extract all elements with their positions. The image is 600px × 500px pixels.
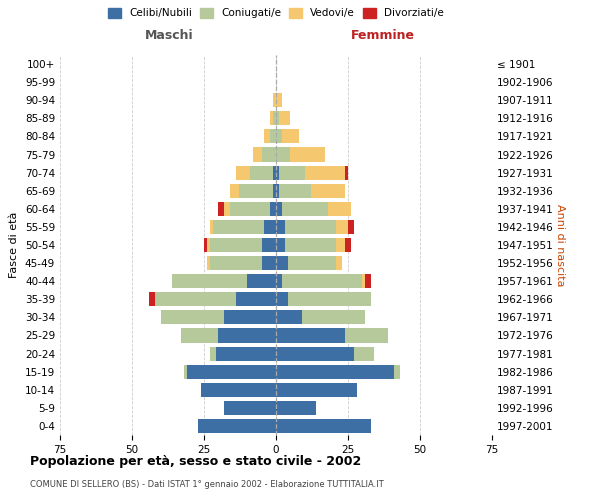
Bar: [345, 328, 388, 342]
Bar: [270, 130, 276, 143]
Bar: [201, 382, 276, 397]
Bar: [279, 184, 311, 198]
Bar: [337, 220, 348, 234]
Bar: [276, 310, 302, 324]
Bar: [345, 166, 348, 179]
Bar: [262, 238, 276, 252]
Bar: [287, 256, 337, 270]
Bar: [328, 202, 351, 216]
Bar: [276, 93, 282, 108]
Bar: [276, 274, 282, 288]
Bar: [337, 238, 345, 252]
Bar: [276, 166, 279, 179]
Bar: [276, 419, 371, 433]
Bar: [282, 202, 328, 216]
Bar: [224, 310, 276, 324]
Bar: [279, 112, 290, 126]
Bar: [224, 202, 230, 216]
Bar: [236, 166, 250, 179]
Bar: [365, 274, 371, 288]
Bar: [273, 166, 276, 179]
Bar: [270, 112, 273, 126]
Text: COMUNE DI SELLERO (BS) - Dati ISTAT 1° gennaio 2002 - Elaborazione TUTTITALIA.IT: COMUNE DI SELLERO (BS) - Dati ISTAT 1° g…: [30, 480, 384, 489]
Bar: [276, 202, 282, 216]
Bar: [215, 346, 276, 360]
Bar: [273, 93, 276, 108]
Bar: [207, 238, 210, 252]
Bar: [210, 346, 215, 360]
Bar: [276, 292, 287, 306]
Bar: [276, 382, 356, 397]
Bar: [276, 328, 345, 342]
Bar: [172, 274, 247, 288]
Bar: [287, 292, 371, 306]
Bar: [253, 148, 262, 162]
Bar: [198, 419, 276, 433]
Bar: [279, 166, 305, 179]
Text: Maschi: Maschi: [145, 30, 194, 43]
Y-axis label: Fasce di età: Fasce di età: [10, 212, 19, 278]
Bar: [276, 112, 279, 126]
Text: Popolazione per età, sesso e stato civile - 2002: Popolazione per età, sesso e stato civil…: [30, 455, 361, 468]
Bar: [284, 238, 337, 252]
Bar: [311, 184, 345, 198]
Bar: [250, 166, 273, 179]
Bar: [262, 148, 276, 162]
Bar: [394, 364, 400, 378]
Bar: [210, 220, 212, 234]
Bar: [212, 220, 265, 234]
Bar: [218, 328, 276, 342]
Bar: [284, 220, 337, 234]
Bar: [187, 364, 276, 378]
Bar: [276, 220, 284, 234]
Bar: [265, 220, 276, 234]
Bar: [236, 292, 276, 306]
Bar: [210, 256, 262, 270]
Bar: [282, 130, 299, 143]
Bar: [354, 346, 374, 360]
Bar: [276, 148, 290, 162]
Bar: [282, 274, 362, 288]
Bar: [276, 346, 354, 360]
Bar: [224, 401, 276, 415]
Bar: [265, 130, 270, 143]
Legend: Celibi/Nubili, Coniugati/e, Vedovi/e, Divorziati/e: Celibi/Nubili, Coniugati/e, Vedovi/e, Di…: [105, 5, 447, 21]
Bar: [207, 256, 210, 270]
Bar: [345, 238, 351, 252]
Bar: [230, 184, 239, 198]
Bar: [230, 202, 270, 216]
Bar: [305, 166, 345, 179]
Bar: [184, 364, 187, 378]
Text: Femmine: Femmine: [350, 30, 415, 43]
Bar: [181, 328, 218, 342]
Bar: [218, 202, 224, 216]
Bar: [337, 256, 342, 270]
Bar: [273, 184, 276, 198]
Bar: [239, 184, 273, 198]
Bar: [276, 130, 282, 143]
Bar: [276, 256, 287, 270]
Bar: [149, 292, 155, 306]
Bar: [155, 292, 236, 306]
Bar: [276, 401, 316, 415]
Bar: [276, 184, 279, 198]
Bar: [247, 274, 276, 288]
Bar: [362, 274, 365, 288]
Bar: [262, 256, 276, 270]
Y-axis label: Anni di nascita: Anni di nascita: [555, 204, 565, 286]
Bar: [290, 148, 325, 162]
Bar: [302, 310, 365, 324]
Bar: [276, 238, 284, 252]
Bar: [161, 310, 224, 324]
Bar: [210, 238, 262, 252]
Bar: [273, 112, 276, 126]
Bar: [276, 364, 394, 378]
Bar: [270, 202, 276, 216]
Bar: [204, 238, 207, 252]
Bar: [348, 220, 354, 234]
